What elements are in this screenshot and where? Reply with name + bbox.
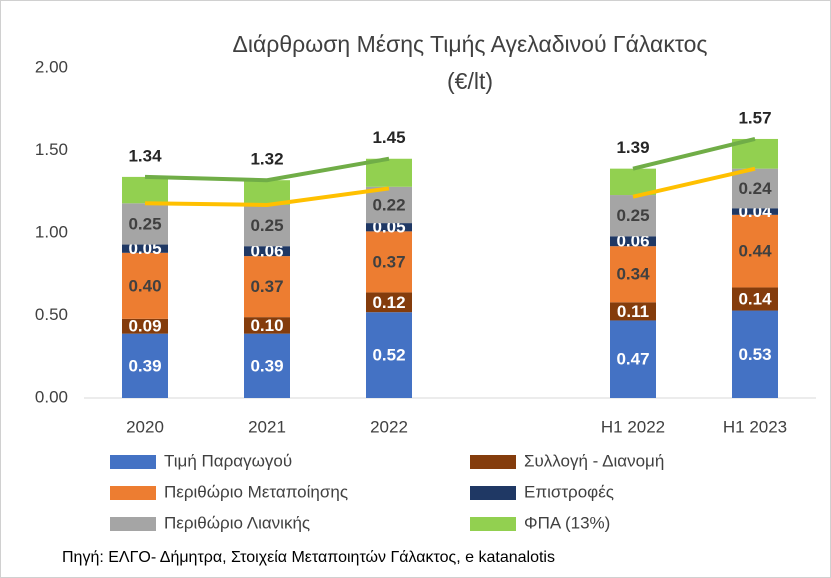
bar-segment (366, 223, 412, 232)
data-label: 0.47 (616, 350, 649, 369)
x-tick-label: H1 2022 (601, 417, 665, 436)
data-label: 0.25 (250, 216, 283, 235)
bar-segment (610, 302, 656, 321)
data-label: 0.39 (250, 356, 283, 375)
bar-segment (610, 246, 656, 303)
bar-segment (366, 231, 412, 293)
data-label: 0.37 (372, 252, 405, 271)
chart-subtitle: (€/lt) (447, 68, 493, 94)
total-label: 1.34 (128, 146, 162, 165)
data-label: 0.22 (372, 195, 405, 214)
data-label: 0.53 (738, 345, 771, 364)
legend-label: Περιθώριο Λιανικής (164, 513, 310, 532)
bar-segment (244, 204, 290, 247)
data-label: 0.39 (128, 356, 161, 375)
chart-title: Διάρθρωση Μέσης Τιμής Αγελαδινού Γάλακτο… (233, 31, 708, 57)
data-label: 0.40 (128, 276, 161, 295)
bar-segment (244, 317, 290, 334)
bar-segment (610, 195, 656, 237)
bar-segment (610, 320, 656, 398)
bar-segment (732, 168, 778, 209)
legend-label: Επιστροφές (524, 482, 614, 501)
y-tick-label: 1.00 (35, 222, 68, 241)
bar-segment (732, 287, 778, 311)
bar-segment (122, 176, 168, 204)
bar-segment (732, 208, 778, 215)
data-label: 0.37 (250, 277, 283, 296)
bar-segment (732, 310, 778, 398)
x-tick-label: 2020 (126, 417, 164, 436)
legend-label: Περιθώριο Μεταποίησης (164, 482, 348, 501)
legend-label: Τιμή Παραγωγού (164, 451, 292, 470)
data-label: 0.44 (738, 242, 772, 261)
legend-swatch (110, 517, 156, 531)
data-label: 0.25 (616, 206, 649, 225)
data-label: 0.09 (128, 317, 161, 336)
data-label: 0.34 (616, 265, 650, 284)
bar-segment (244, 246, 290, 257)
bar-segment (122, 203, 168, 245)
bar-segment (366, 292, 412, 313)
line-series (144, 137, 756, 183)
data-label: 0.06 (250, 242, 283, 261)
total-label: 1.39 (616, 138, 649, 157)
bar-segment (732, 214, 778, 288)
data-label: 0.11 (617, 302, 649, 321)
y-tick-label: 2.00 (35, 57, 68, 76)
total-label: 1.32 (250, 150, 283, 169)
data-label: 0.14 (738, 289, 772, 308)
data-label: 0.12 (372, 293, 405, 312)
legend-swatch (470, 517, 516, 531)
legend-swatch (110, 455, 156, 469)
total-label: 1.57 (738, 108, 771, 127)
y-tick-label: 0.50 (35, 305, 68, 324)
bar-segment (366, 312, 412, 398)
legend-label: Συλλογή - Διανομή (524, 451, 664, 470)
bar-segment (244, 256, 290, 318)
data-label: 0.24 (738, 179, 772, 198)
legend-swatch (110, 486, 156, 500)
x-tick-label: 2021 (248, 417, 286, 436)
bar-segment (122, 333, 168, 398)
bar-segment (244, 333, 290, 398)
bar-segment (366, 186, 412, 224)
bar-segment (122, 244, 168, 253)
legend-swatch (470, 486, 516, 500)
bar-segment (122, 252, 168, 319)
line-series (144, 166, 756, 207)
data-label: 0.06 (616, 232, 649, 251)
total-label: 1.45 (372, 128, 405, 147)
x-tick-label: H1 2023 (723, 417, 787, 436)
legend-swatch (470, 455, 516, 469)
source-note: Πηγή: ΕΛΓΟ- Δήμητρα, Στοιχεία Μεταποιητώ… (62, 549, 555, 566)
legend-label: ΦΠΑ (13%) (524, 513, 610, 532)
bar-segment (122, 318, 168, 334)
data-label: 0.52 (372, 346, 405, 365)
data-label: 0.10 (250, 316, 283, 335)
y-tick-label: 1.50 (35, 140, 68, 159)
bar-segment (610, 236, 656, 247)
data-label: 0.25 (128, 214, 161, 233)
x-tick-label: 2022 (370, 417, 408, 436)
bar-segment (610, 168, 656, 196)
bar-segment (244, 180, 290, 205)
y-tick-label: 0.00 (35, 387, 68, 406)
